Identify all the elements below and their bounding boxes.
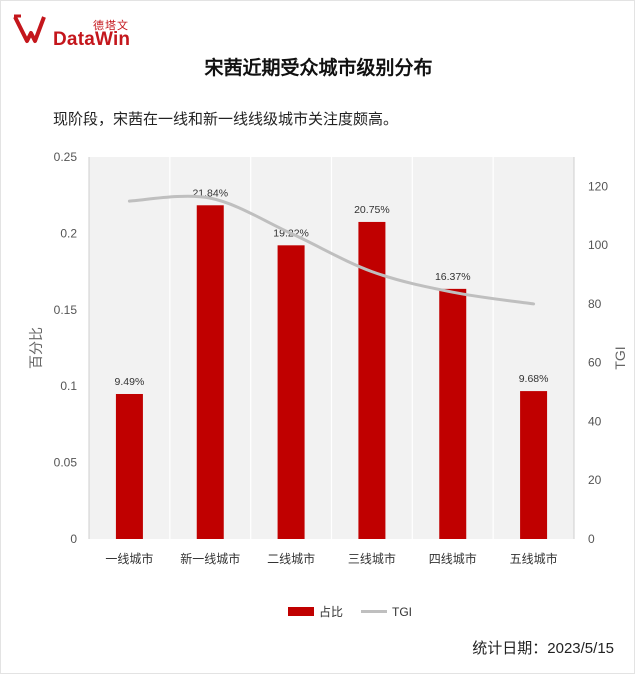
x-tick-label: 三线城市 [348, 551, 396, 566]
y2-tick-label: 0 [588, 532, 595, 546]
y-tick-label: 0.25 [54, 150, 78, 164]
bar [115, 393, 143, 539]
y2-axis-title: TGI [612, 346, 628, 369]
y2-tick-label: 80 [588, 297, 602, 311]
y-tick-label: 0.2 [60, 226, 77, 240]
chart-subtitle: 现阶段，宋茜在一线和新一线线级城市关注度颇高。 [53, 111, 399, 128]
y2-tick-label: 120 [588, 179, 608, 193]
bar-data-label: 20.75% [354, 204, 390, 216]
y-tick-label: 0.1 [60, 379, 77, 393]
chart-title: 宋茜近期受众城市级别分布 [204, 58, 433, 79]
datawin-logo: 德塔文 DataWin [11, 7, 131, 50]
legend-label-bar: 占比 [319, 604, 343, 619]
y-tick-label: 0.15 [54, 303, 78, 317]
legend-swatch-bar [288, 607, 314, 616]
tgi-series-line [127, 194, 536, 306]
x-tick-label: 四线城市 [429, 551, 477, 566]
bar-data-label: 9.49% [115, 376, 145, 388]
bar-data-label: 16.37% [435, 271, 471, 283]
y-tick-label: 0 [70, 532, 77, 546]
chart: 0.25 0.2 0.15 0.1 0.05 0 120 100 80 60 40 20 0 百分比 TGI… [28, 150, 628, 619]
bar [358, 221, 386, 539]
stat-date: 统计日期：2023/5/15 [472, 640, 614, 657]
y2-tick-label: 20 [588, 473, 602, 487]
y2-tick-label: 100 [588, 238, 608, 252]
x-tick-label: 新一线城市 [180, 551, 240, 566]
datawin-logo-mark-icon [13, 14, 46, 43]
x-tick-label: 一线城市 [105, 551, 153, 566]
bar [196, 205, 224, 539]
y2-tick-label: 60 [588, 356, 602, 370]
x-tick-label: 二线城市 [267, 551, 315, 566]
y-axis-title: 百分比 [28, 327, 44, 369]
bar [520, 391, 548, 539]
x-tick-label: 五线城市 [510, 551, 558, 566]
logo-en-text: DataWin [53, 29, 131, 50]
legend-label-line: TGI [392, 605, 412, 619]
y-tick-label: 0.05 [54, 456, 78, 470]
bar-data-label: 9.68% [519, 373, 549, 385]
bar [439, 288, 467, 539]
logo-cn-text: 德塔文 [93, 20, 129, 32]
bar [277, 245, 305, 539]
y2-tick-label: 40 [588, 414, 602, 428]
